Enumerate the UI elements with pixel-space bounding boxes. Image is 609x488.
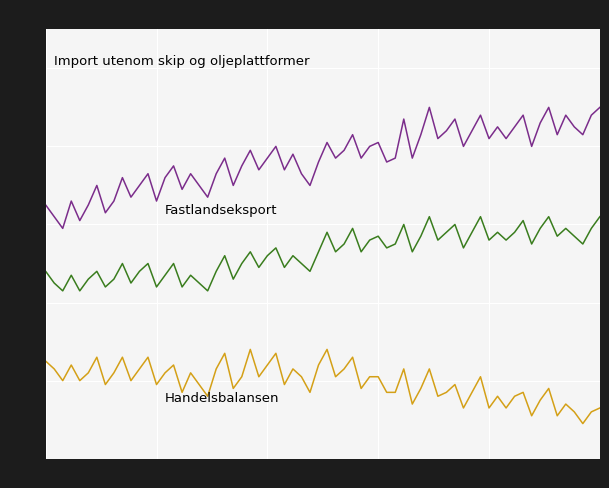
- Text: Import utenom skip og oljeplattformer: Import utenom skip og oljeplattformer: [54, 55, 310, 68]
- Text: Fastlandseksport: Fastlandseksport: [165, 203, 278, 217]
- Text: Handelsbalansen: Handelsbalansen: [165, 392, 280, 406]
